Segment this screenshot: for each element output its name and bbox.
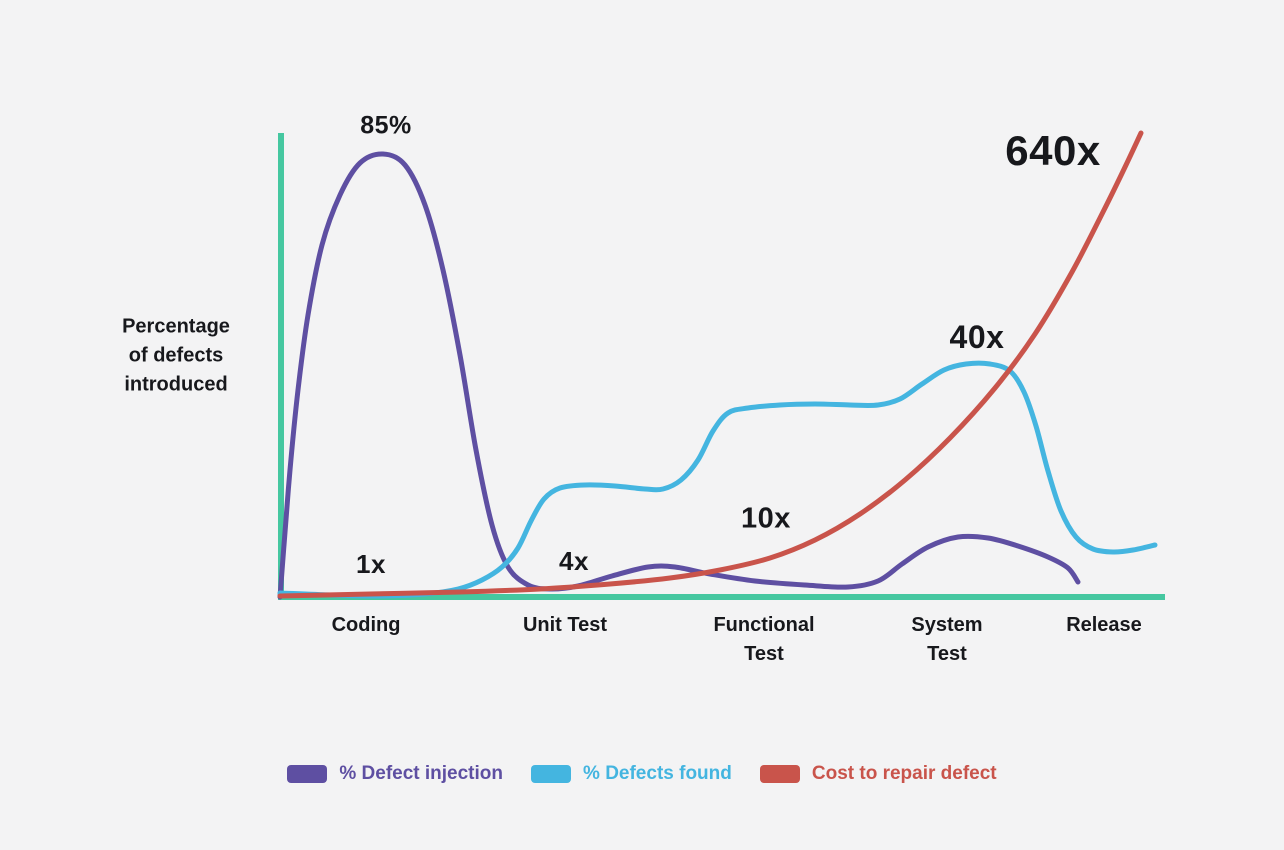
chart-legend: % Defect injection % Defects found Cost to…	[0, 758, 1284, 790]
annotation-1x: 1x	[356, 549, 386, 579]
legend-item-defects-found: % Defects found	[531, 763, 732, 785]
annotation-4x: 4x	[559, 546, 589, 576]
annotation-40x: 40x	[949, 319, 1005, 355]
defects-found-curve	[277, 360, 1158, 599]
annotation-10x: 10x	[741, 502, 791, 535]
legend-item-defects-found-swatch-icon	[531, 765, 572, 783]
cost-to-repair-defect-curve	[277, 130, 1144, 599]
legend-item-cost-to-repair-swatch-icon	[759, 765, 800, 783]
legend-item-cost-to-repair: Cost to repair defect	[759, 763, 997, 785]
x-axis-label-functional-test: Functional Test	[713, 614, 815, 665]
legend-item-cost-to-repair-label: Cost to repair defect	[811, 763, 997, 784]
y-axis-label: Percentage of defects introduced	[122, 315, 230, 396]
annotation-640x: 640x	[1005, 127, 1101, 174]
annotation-85-percent: 85%	[360, 111, 412, 140]
defect-injection-curve	[277, 151, 1081, 600]
legend-item-defect-injection-label: % Defect injection	[339, 763, 504, 784]
legend-item-defect-injection-swatch-icon	[287, 765, 328, 783]
x-axis-label-coding: Coding	[331, 614, 401, 636]
x-axis-label-unit-test: Unit Test	[522, 614, 608, 636]
legend-item-defects-found-label: % Defects found	[583, 763, 732, 784]
legend-item-defect-injection: % Defect injection	[287, 763, 503, 785]
x-axis-label-system-test: System Test	[911, 614, 983, 665]
x-axis-label-release: Release	[1066, 614, 1142, 636]
